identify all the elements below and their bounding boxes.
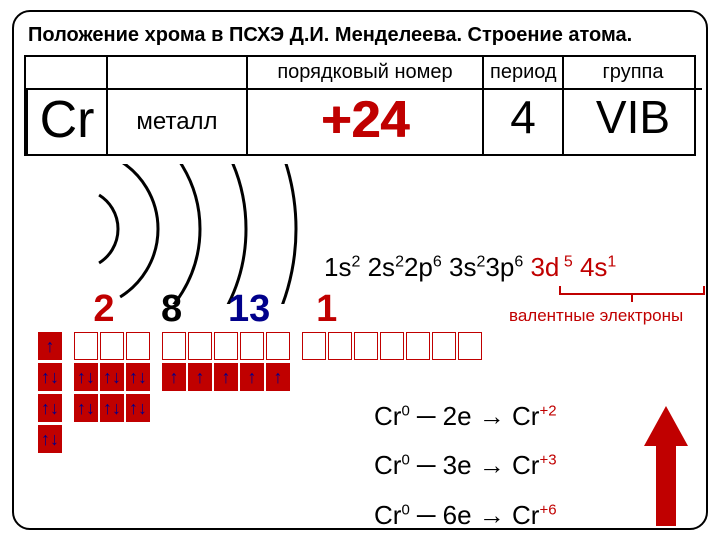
- td-atomic: +24: [246, 88, 482, 154]
- th-group: группа: [562, 57, 702, 88]
- orbital-cell: [74, 332, 98, 360]
- shell-n4: 1: [300, 288, 354, 331]
- th-ord: порядковый номер: [246, 57, 482, 88]
- shell-numbers: 2 8 13 1: [74, 288, 354, 331]
- orbital-cell: ↑: [188, 363, 212, 391]
- orbital-cell: [188, 332, 212, 360]
- orbital-cell: [126, 332, 150, 360]
- orbital-cell: ↑↓: [100, 394, 124, 422]
- orbital-cell: ↑↓: [38, 425, 62, 453]
- orbital-cell: [214, 332, 238, 360]
- orbital-cell: ↑↓: [38, 394, 62, 422]
- electron-config: 1s2 2s22p6 3s23p6 3d 5 4s1: [324, 252, 616, 283]
- orbital-cell: ↑: [240, 363, 264, 391]
- orbital-cell: [302, 332, 326, 360]
- orbital-cell: [432, 332, 456, 360]
- orbital-cell: ↑↓: [126, 363, 150, 391]
- orbital-cell: [328, 332, 352, 360]
- valence-label: валентные электроны: [509, 306, 683, 326]
- orbital-cell: [100, 332, 124, 360]
- orbital-cell: ↑: [266, 363, 290, 391]
- orbital-cell: [162, 332, 186, 360]
- valence-bracket: [558, 284, 708, 304]
- orbital-cell: [240, 332, 264, 360]
- td-group: VIB: [562, 88, 702, 154]
- th-empty2: [106, 57, 246, 88]
- orbital-cell: ↑↓: [100, 363, 124, 391]
- th-period: период: [482, 57, 562, 88]
- main-frame: Положение хрома в ПСХЭ Д.И. Менделеева. …: [12, 10, 708, 530]
- orbital-cell: ↑: [38, 332, 62, 360]
- shell-n2: 8: [145, 288, 199, 331]
- orbital-cell: ↑↓: [38, 363, 62, 391]
- orbital-cell: [266, 332, 290, 360]
- up-arrow-icon: [644, 406, 688, 526]
- shell-n3: 13: [209, 288, 289, 331]
- th-empty1: [26, 57, 106, 88]
- td-element: Cr: [26, 88, 106, 154]
- page-title: Положение хрома в ПСХЭ Д.И. Менделеева. …: [28, 24, 696, 47]
- td-period: 4: [482, 88, 562, 154]
- td-type: металл: [106, 88, 246, 154]
- shell-arcs: [88, 164, 348, 304]
- orbital-cell: ↑↓: [74, 394, 98, 422]
- orbital-cell: ↑↓: [74, 363, 98, 391]
- orbital-cell: [406, 332, 430, 360]
- orbital-cell: [458, 332, 482, 360]
- orbital-cell: ↑: [214, 363, 238, 391]
- orbital-cell: ↑↓: [126, 394, 150, 422]
- reactions: Cr0 ─ 2e → Cr+2Cr0 ─ 3e → Cr+3Cr0 ─ 6e →…: [374, 392, 557, 540]
- orbital-cell: [380, 332, 404, 360]
- shell-n1: 2: [74, 288, 134, 331]
- periodic-table-info: порядковый номер период группа Cr металл…: [24, 55, 696, 156]
- orbital-cell: [354, 332, 378, 360]
- orbital-cell: ↑: [162, 363, 186, 391]
